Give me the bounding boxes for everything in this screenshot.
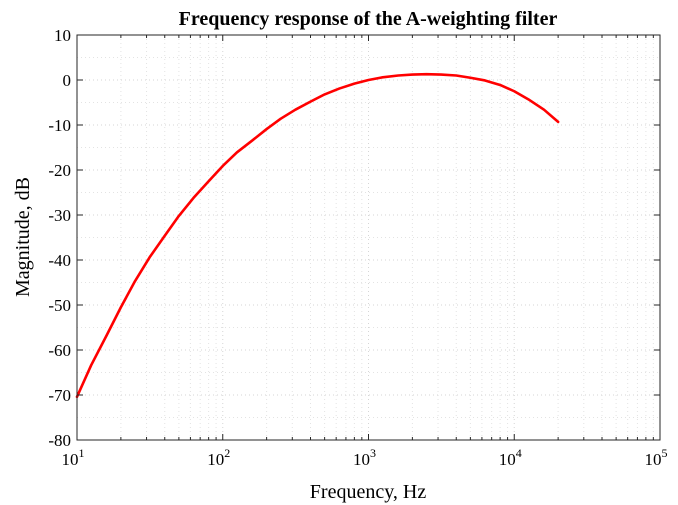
y-tick-label: -70 bbox=[48, 386, 71, 405]
y-tick-label: 0 bbox=[63, 71, 72, 90]
series-line bbox=[75, 72, 560, 399]
y-tick-labels: 10 0 -10 -20 -30 -40 -50 -60 -70 -80 bbox=[48, 26, 71, 450]
x-tick-label: 104 bbox=[499, 446, 522, 469]
x-axis-label: Frequency, Hz bbox=[310, 481, 427, 503]
y-tick-label: -60 bbox=[48, 341, 71, 360]
y-tick-label: -20 bbox=[48, 161, 71, 180]
y-axis-label: Magnitude, dB bbox=[12, 177, 34, 297]
chart-title: Frequency response of the A-weighting fi… bbox=[179, 8, 558, 30]
x-tick-label: 101 bbox=[62, 446, 85, 469]
x-tick-labels: 101 102 103 104 105 bbox=[62, 446, 668, 469]
y-tick-label: -30 bbox=[48, 206, 71, 225]
x-tick-label: 105 bbox=[645, 446, 668, 469]
y-tick-label: -40 bbox=[48, 251, 71, 270]
series-layer bbox=[75, 72, 560, 399]
y-tick-label: 10 bbox=[54, 26, 71, 45]
y-tick-label: -10 bbox=[48, 116, 71, 135]
y-tick-label: -50 bbox=[48, 296, 71, 315]
ticks bbox=[76, 34, 661, 441]
x-tick-label: 102 bbox=[207, 446, 230, 469]
y-tick-label: -80 bbox=[48, 431, 71, 450]
x-tick-label: 103 bbox=[353, 446, 376, 469]
